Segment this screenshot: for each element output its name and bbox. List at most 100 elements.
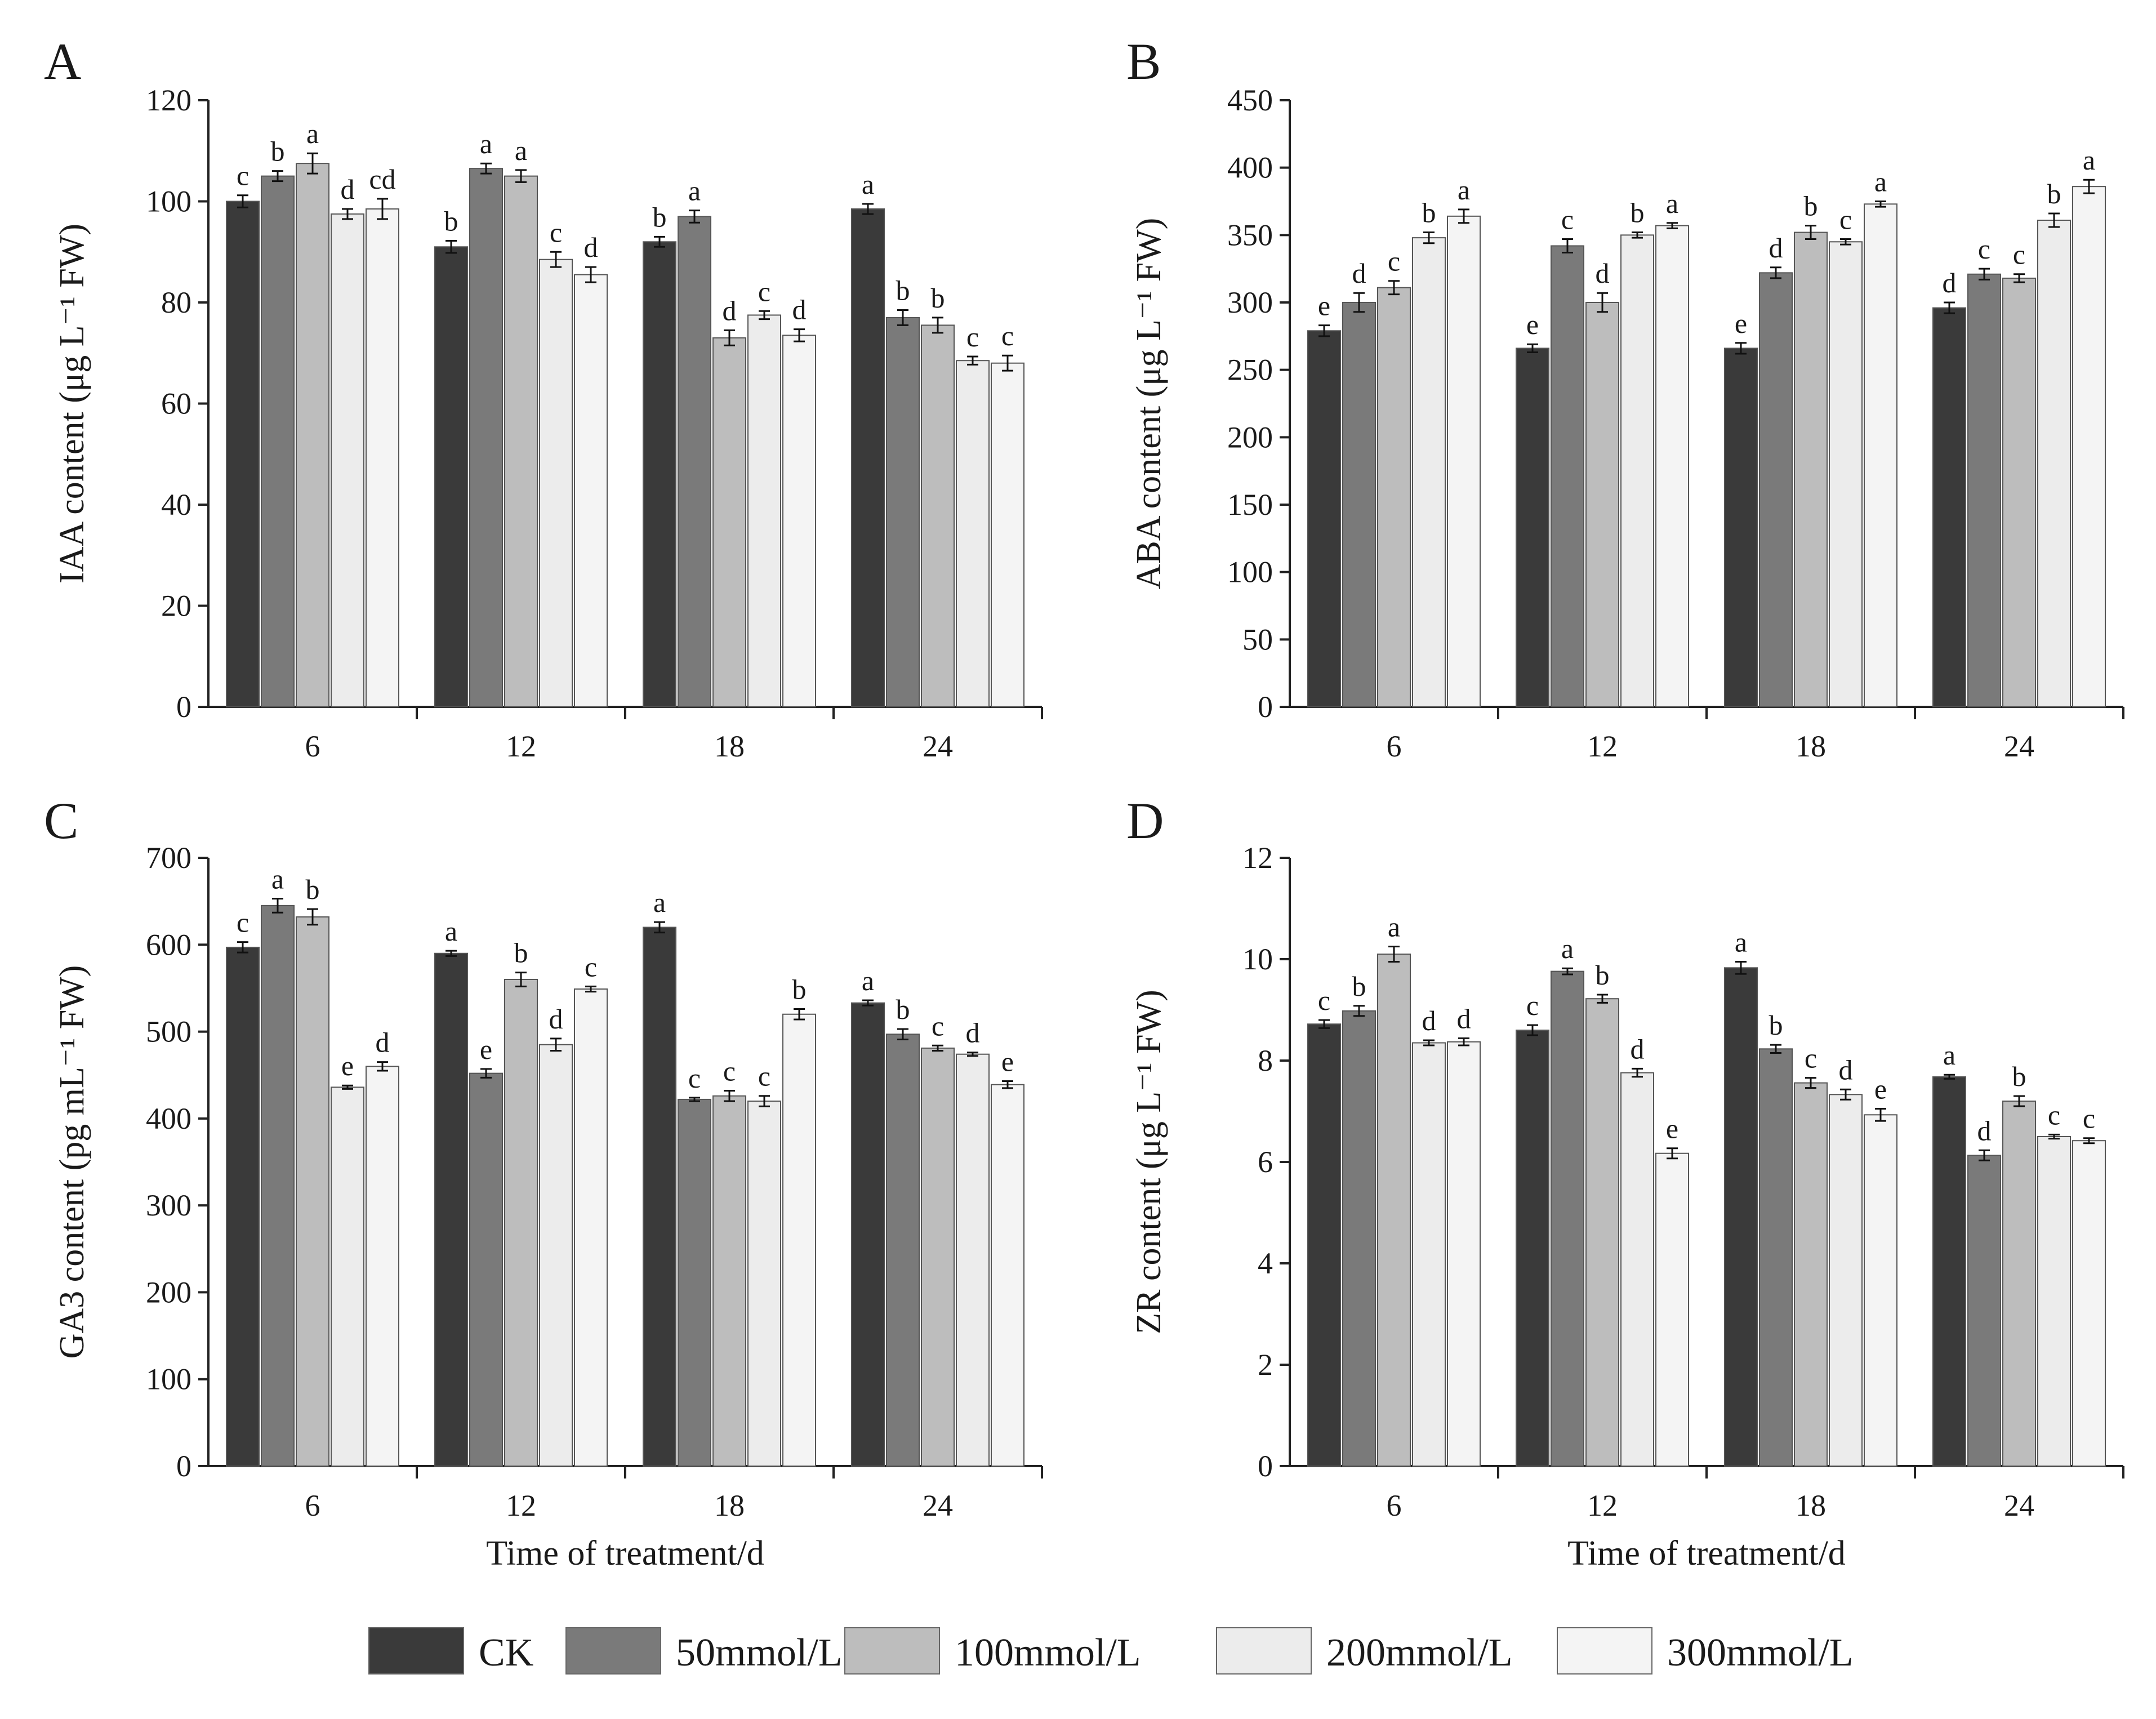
bar bbox=[1967, 1155, 2001, 1467]
y-tick-label: 200 bbox=[1227, 420, 1273, 454]
significance-letter: c bbox=[2083, 1103, 2095, 1134]
bar bbox=[921, 1047, 955, 1467]
significance-letter: a bbox=[271, 863, 284, 895]
y-tick-label: 200 bbox=[146, 1275, 191, 1309]
panel-letter: A bbox=[44, 33, 81, 90]
bar bbox=[1307, 1023, 1341, 1467]
bar bbox=[469, 168, 503, 708]
y-tick-label: 60 bbox=[161, 387, 191, 421]
bar bbox=[851, 1002, 885, 1467]
bar bbox=[1794, 1082, 1828, 1467]
significance-letter: b bbox=[1631, 197, 1645, 229]
bar bbox=[886, 1034, 920, 1467]
significance-letter: b bbox=[271, 136, 285, 167]
chart-panel-a: A 0 20 40 60 80 100 120 IAA content (μg L⁻¹ FW) 6… bbox=[44, 33, 1043, 763]
x-tick-label: 24 bbox=[2004, 1489, 2034, 1522]
y-tick-label: 350 bbox=[1227, 218, 1273, 252]
y-tick-label: 2 bbox=[1258, 1348, 1273, 1382]
bar bbox=[1551, 245, 1584, 708]
bar bbox=[469, 1072, 503, 1467]
bar bbox=[2072, 186, 2106, 707]
legend-label: 200mmol/L bbox=[1326, 1631, 1513, 1675]
bar bbox=[1342, 1010, 1376, 1467]
y-axis-label: ABA content (μg L⁻¹ FW) bbox=[1130, 218, 1168, 590]
x-tick-label: 24 bbox=[923, 729, 953, 763]
chart-panel-c: C 0 100 200 300 400 500 600 700 GA3 content (pg m… bbox=[44, 792, 1043, 1573]
bar bbox=[504, 175, 538, 707]
significance-letter: d bbox=[1422, 1005, 1436, 1036]
bar bbox=[331, 1086, 364, 1467]
bar bbox=[1864, 203, 1897, 707]
significance-letter: e bbox=[1666, 1113, 1678, 1144]
significance-letter: b bbox=[306, 874, 320, 905]
y-tick-label: 80 bbox=[161, 286, 191, 319]
significance-letter: d bbox=[1596, 257, 1610, 289]
y-tick-label: 50 bbox=[1242, 622, 1273, 656]
bar bbox=[331, 213, 364, 707]
bar bbox=[1932, 1076, 1966, 1467]
significance-letter: b bbox=[1352, 970, 1366, 1002]
x-axis-label: Time of treatment/d bbox=[486, 1534, 764, 1573]
significance-letter: cd bbox=[369, 163, 395, 195]
y-tick-label: 0 bbox=[1258, 690, 1273, 724]
legend-label: 100mmol/L bbox=[955, 1631, 1141, 1675]
y-axis-label: ZR content (μg L⁻¹ FW) bbox=[1130, 990, 1168, 1334]
significance-letter: a bbox=[515, 135, 527, 166]
significance-letter: c bbox=[1388, 246, 1400, 277]
bar bbox=[539, 259, 573, 707]
bar bbox=[1585, 998, 1619, 1467]
bar bbox=[296, 916, 329, 1467]
bar bbox=[1516, 348, 1549, 707]
bar bbox=[366, 208, 399, 707]
bar bbox=[712, 1095, 746, 1467]
bar bbox=[1967, 273, 2001, 707]
bar bbox=[643, 927, 676, 1467]
significance-letter: d bbox=[376, 1027, 390, 1058]
bar bbox=[678, 1098, 711, 1467]
significance-letter: a bbox=[1874, 166, 1887, 198]
y-tick-label: 450 bbox=[1227, 83, 1273, 117]
y-tick-label: 10 bbox=[1242, 942, 1273, 976]
bar bbox=[678, 216, 711, 707]
bar bbox=[991, 1084, 1024, 1467]
legend-label: 300mmol/L bbox=[1667, 1631, 1854, 1675]
bar bbox=[2037, 220, 2071, 707]
bar bbox=[782, 335, 816, 707]
significance-letter: a bbox=[1388, 911, 1400, 943]
x-tick-label: 6 bbox=[305, 1489, 320, 1522]
legend: CK 50mmol/L 100mmol/L 200mmol/L 300mmol/L bbox=[368, 1627, 1854, 1675]
significance-letter: c bbox=[758, 275, 770, 307]
significance-letter: c bbox=[585, 951, 597, 982]
bar bbox=[782, 1013, 816, 1467]
significance-letter: c bbox=[2048, 1099, 2060, 1130]
y-tick-label: 600 bbox=[146, 928, 191, 961]
bar bbox=[2037, 1136, 2071, 1467]
significance-letter: a bbox=[1561, 933, 1574, 964]
significance-letter: a bbox=[445, 915, 457, 947]
bar bbox=[2002, 1101, 2036, 1467]
y-tick-label: 700 bbox=[146, 841, 191, 875]
y-tick-label: 40 bbox=[161, 488, 191, 522]
bar bbox=[1759, 1048, 1793, 1467]
y-tick-label: 400 bbox=[146, 1102, 191, 1135]
legend-swatch bbox=[844, 1627, 940, 1675]
significance-letter: a bbox=[1458, 174, 1470, 206]
significance-letter: d bbox=[341, 173, 355, 205]
significance-letter: a bbox=[1943, 1039, 1955, 1071]
y-tick-label: 4 bbox=[1258, 1246, 1273, 1280]
bar bbox=[1377, 954, 1411, 1467]
bar bbox=[1307, 330, 1341, 707]
significance-letter: b bbox=[2012, 1061, 2026, 1092]
significance-letter: e bbox=[480, 1034, 492, 1065]
x-tick-label: 12 bbox=[506, 1489, 536, 1522]
y-tick-label: 8 bbox=[1258, 1044, 1273, 1077]
panel-letter: C bbox=[44, 792, 78, 849]
significance-letter: c bbox=[237, 160, 249, 192]
bar bbox=[1829, 1094, 1863, 1467]
significance-letter: e bbox=[1735, 308, 1747, 339]
bar bbox=[1655, 1152, 1689, 1467]
y-tick-label: 250 bbox=[1227, 353, 1273, 387]
bar bbox=[1829, 241, 1863, 707]
significance-letter: e bbox=[1526, 309, 1539, 340]
bar bbox=[504, 979, 538, 1467]
